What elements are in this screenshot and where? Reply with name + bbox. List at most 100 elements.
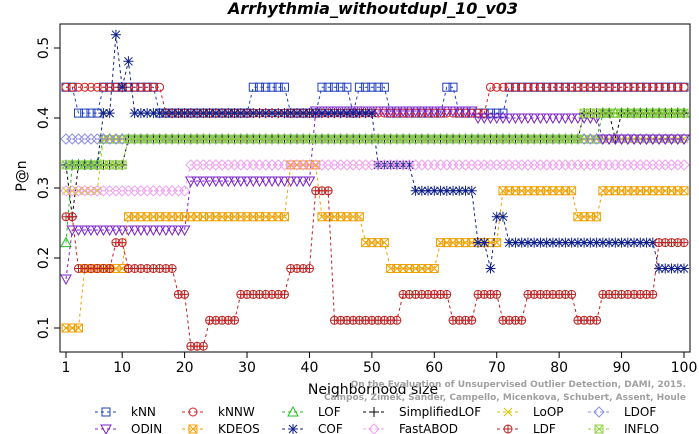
- data-point: [534, 113, 547, 125]
- data-point: [242, 108, 253, 119]
- data-point: [584, 113, 597, 125]
- data-point: [541, 237, 552, 248]
- data-point: [167, 264, 177, 273]
- data-point: [566, 237, 577, 248]
- data-point: [679, 82, 689, 92]
- data-point: [67, 82, 77, 92]
- data-point: [172, 225, 185, 237]
- series-line: [65, 112, 684, 243]
- data-point: [117, 238, 127, 248]
- data-point: [203, 176, 216, 188]
- legend-label: LoOP: [533, 405, 564, 419]
- data-point: [192, 108, 203, 119]
- data-point: [142, 108, 153, 119]
- data-point: [567, 82, 577, 92]
- data-point: [291, 176, 303, 188]
- data-point: [492, 82, 502, 92]
- data-point: [679, 186, 689, 196]
- y-tick-label: 0.2: [36, 247, 52, 269]
- data-point: [479, 108, 489, 118]
- data-point: [266, 176, 278, 188]
- series-line: [66, 164, 684, 192]
- data-point: [654, 82, 664, 92]
- data-point: [116, 225, 129, 237]
- data-point: [667, 82, 677, 92]
- legend-item: kNN: [95, 405, 156, 419]
- data-point: [535, 82, 545, 92]
- data-point: [617, 82, 627, 92]
- data-point: [490, 113, 503, 125]
- series-inflo: [61, 108, 689, 170]
- data-point: [416, 185, 427, 196]
- data-point: [128, 225, 141, 237]
- data-point: [298, 108, 309, 119]
- data-point: [409, 106, 422, 118]
- data-point: [642, 82, 652, 92]
- data-point: [484, 113, 497, 125]
- data-point: [303, 176, 316, 188]
- data-point: [366, 108, 377, 119]
- data-point: [517, 315, 527, 325]
- legend-swatch-marker: [287, 405, 299, 417]
- data-point: [310, 108, 321, 119]
- data-point: [473, 237, 483, 248]
- legend-swatch-marker: [368, 423, 380, 434]
- data-point: [360, 108, 371, 119]
- data-point: [347, 106, 360, 118]
- plot-frame: [59, 23, 691, 353]
- data-point: [60, 236, 72, 248]
- x-tick-label: 10: [113, 360, 131, 376]
- data-point: [404, 108, 414, 118]
- data-point: [467, 108, 477, 118]
- data-point: [73, 108, 83, 118]
- data-point: [384, 106, 397, 118]
- data-point: [604, 82, 614, 92]
- data-point: [679, 238, 689, 248]
- data-point: [517, 82, 527, 92]
- data-point: [654, 263, 665, 274]
- data-point: [185, 108, 196, 119]
- legend: kNN kNNW LOF SimplifiedLOF LoOP LDOF ODIN KDEOS…: [95, 405, 659, 434]
- data-point: [448, 82, 458, 92]
- data-point: [635, 82, 645, 92]
- x-tick-label: 80: [550, 360, 568, 376]
- data-point: [448, 108, 458, 118]
- data-point: [334, 106, 347, 118]
- data-point: [342, 82, 352, 92]
- data-point: [629, 237, 640, 248]
- data-point: [160, 108, 171, 119]
- data-point: [223, 108, 234, 119]
- data-point: [647, 237, 658, 248]
- data-point: [130, 82, 140, 92]
- data-point: [510, 82, 520, 92]
- data-point: [660, 263, 671, 274]
- data-point: [559, 113, 572, 125]
- y-tick-label: 0.5: [36, 37, 52, 59]
- data-point: [498, 82, 508, 92]
- data-point: [85, 225, 97, 237]
- data-point: [648, 82, 658, 92]
- data-point: [230, 315, 240, 325]
- data-point: [123, 56, 134, 67]
- data-point: [323, 82, 333, 92]
- data-point: [565, 113, 578, 125]
- data-point: [166, 225, 178, 237]
- data-point: [491, 211, 502, 222]
- data-point: [328, 106, 341, 118]
- legend-item: kNNW: [182, 405, 255, 419]
- data-point: [117, 82, 128, 93]
- data-point: [278, 176, 291, 188]
- x-tick-label: 1: [62, 360, 71, 376]
- data-point: [304, 264, 314, 273]
- data-point: [72, 225, 85, 237]
- data-point: [141, 225, 154, 237]
- data-point: [361, 82, 371, 92]
- legend-item: LOF: [282, 405, 341, 419]
- data-point: [392, 315, 402, 325]
- data-point: [254, 108, 265, 119]
- data-point: [554, 82, 564, 92]
- data-point: [197, 176, 210, 188]
- data-point: [592, 315, 602, 325]
- data-point: [391, 159, 402, 170]
- data-point: [592, 212, 602, 222]
